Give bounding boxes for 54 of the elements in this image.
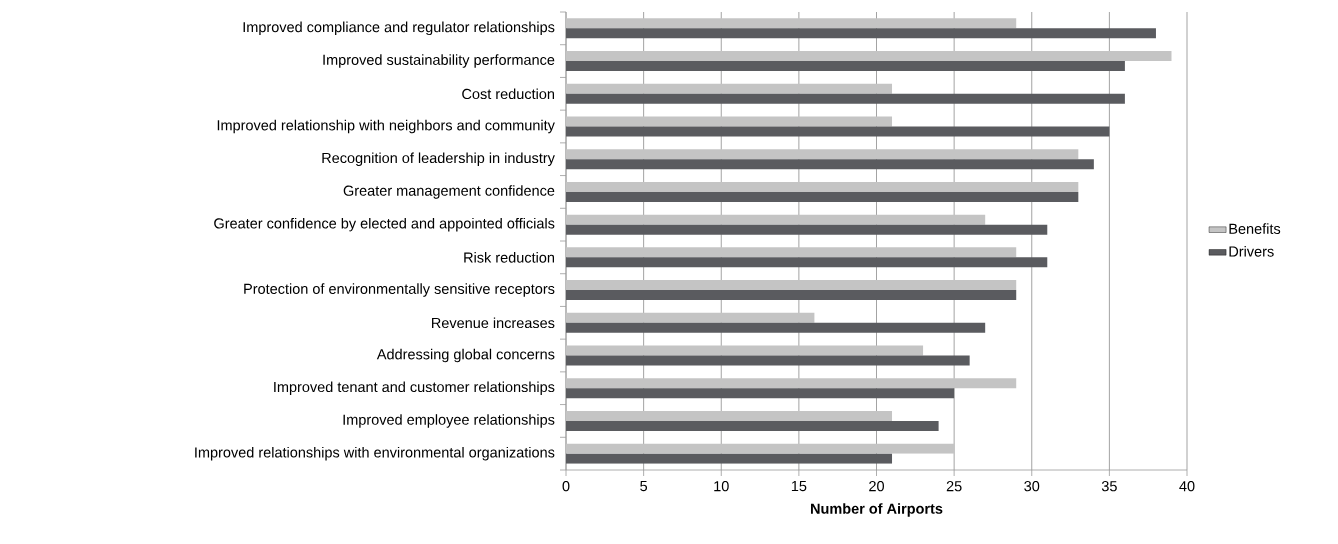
bar — [566, 149, 1079, 160]
bar — [566, 93, 1125, 104]
bar — [566, 191, 1079, 202]
y-tick-label: Improved sustainability performance — [323, 54, 555, 68]
bar — [566, 126, 1110, 137]
bar — [566, 159, 1094, 170]
bar — [566, 453, 893, 464]
bar — [566, 257, 1048, 268]
x-tick-label: 10 — [714, 481, 729, 492]
bar — [566, 83, 893, 94]
bar — [566, 247, 1017, 258]
bar — [566, 28, 1156, 39]
y-tick-label: Improved employee relationships — [343, 414, 555, 428]
y-tick-label: Risk reduction — [464, 252, 554, 263]
y-tick-label: Revenue increases — [432, 317, 555, 329]
bar — [566, 322, 986, 333]
x-tick-label: 5 — [640, 481, 648, 492]
y-tick-label: Greater confidence by elected and appointed officials — [214, 217, 555, 232]
bar — [566, 410, 893, 421]
bar — [566, 51, 1172, 62]
y-tick-label: Greater management confidence — [343, 185, 555, 199]
bar — [566, 290, 1017, 301]
y-tick-label: Cost reduction — [462, 88, 554, 100]
x-tick-label: 15 — [791, 481, 807, 492]
bar — [566, 116, 893, 127]
bar — [566, 280, 1017, 291]
x-tick-label: 0 — [562, 481, 570, 492]
bar — [566, 345, 924, 356]
bar — [566, 420, 939, 431]
bar — [566, 312, 815, 323]
legend-label: Benefits — [1229, 223, 1281, 234]
bar — [566, 214, 986, 225]
y-tick-label: Improved compliance and regulator relationships — [243, 21, 555, 36]
y-tick-label: Improved tenant and customer relationships — [274, 381, 555, 395]
bar — [566, 18, 1017, 29]
bar — [566, 224, 1048, 235]
y-tick-label: Addressing global concerns — [376, 348, 555, 363]
legend-label: Drivers — [1229, 246, 1274, 257]
x-tick-label: 25 — [946, 481, 962, 492]
x-tick-label: 35 — [1101, 481, 1117, 492]
x-tick-label: 40 — [1179, 481, 1195, 492]
bar — [566, 388, 955, 399]
y-tick-label: Protection of environmentally sensitive receptors — [244, 283, 555, 297]
bar — [566, 61, 1125, 72]
x-axis-title: Number of Airports — [811, 503, 943, 517]
bar — [566, 443, 955, 454]
y-tick-label: Recognition of leadership in industry — [322, 152, 555, 166]
bar — [566, 355, 970, 366]
x-tick-label: 30 — [1024, 481, 1040, 492]
y-tick-label: Improved relationships with environmental organizations — [195, 446, 555, 461]
bar — [566, 378, 1017, 389]
y-tick-label: Improved relationship with neighbors and community — [217, 119, 555, 134]
bar — [566, 181, 1079, 192]
x-tick-label: 20 — [869, 481, 884, 492]
